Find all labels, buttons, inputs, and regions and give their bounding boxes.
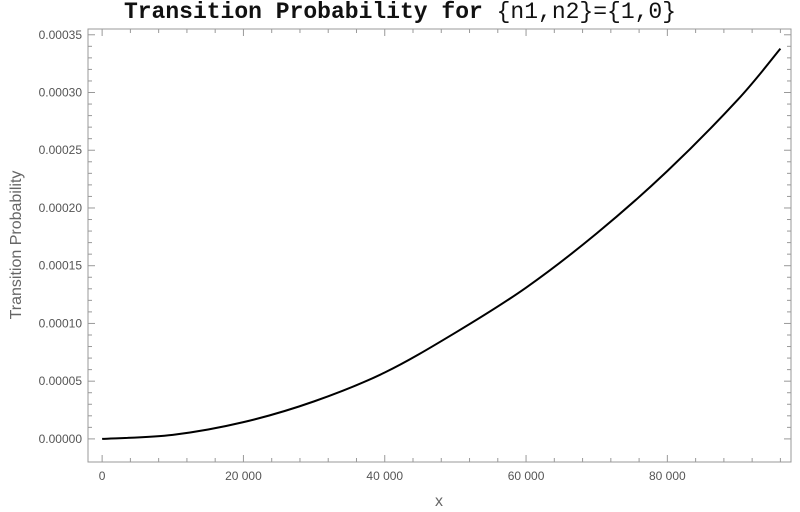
y-axis-label: Transition Probability (8, 171, 25, 320)
chart-title-main: Transition Probability for (123, 0, 497, 25)
x-tick-label: 20 000 (225, 469, 262, 483)
series-line (102, 47, 782, 440)
chart-title-set: {n1,n2}={1,0} (496, 0, 677, 25)
x-axis-label: x (435, 493, 443, 510)
y-tick-label: 0.00030 (39, 86, 83, 100)
x-axis: 0 20 000 40 000 60 000 80 000 (99, 29, 781, 483)
y-axis: 0.00000 0.00005 0.00010 0.00015 0.00020 0.000… (39, 28, 791, 446)
x-tick-label: 80 000 (649, 469, 686, 483)
y-tick-label: 0.00010 (39, 316, 83, 330)
y-tick-label: 0.00020 (39, 201, 83, 215)
y-tick-label: 0.00025 (39, 143, 83, 157)
y-tick-label: 0.00005 (39, 374, 83, 388)
x-tick-label: 60 000 (508, 469, 545, 483)
y-tick-label: 0.00035 (39, 28, 83, 42)
y-tick-label: 0.00015 (39, 259, 83, 273)
chart-title: Transition Probability for {n1,n2}={1,0} (0, 0, 800, 25)
x-tick-label: 40 000 (366, 469, 403, 483)
y-tick-label: 0.00000 (39, 432, 83, 446)
x-tick-label: 0 (99, 469, 106, 483)
plot-frame (87, 28, 792, 463)
